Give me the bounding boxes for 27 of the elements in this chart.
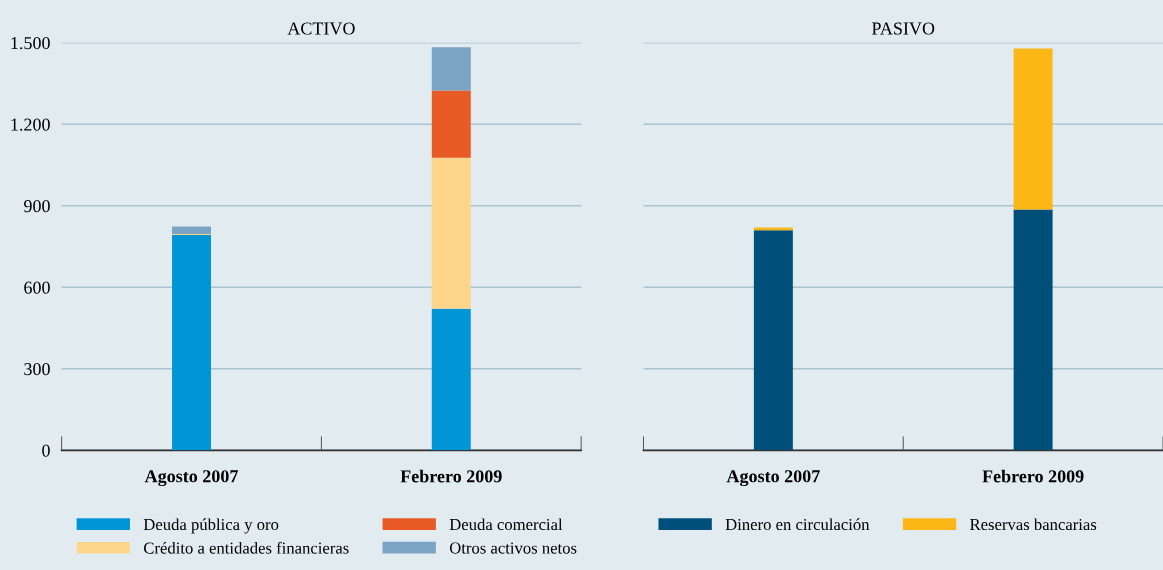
bar	[753, 230, 793, 451]
y-tick-label: 300	[24, 363, 50, 376]
legend-label: Deuda pública y oro	[143, 518, 279, 534]
bar	[431, 90, 471, 158]
bar	[431, 157, 471, 309]
bar	[172, 235, 211, 451]
legend-label: Deuda comercial	[449, 518, 563, 531]
y-tick-label: 0	[42, 444, 50, 457]
y-tick-label: 600	[24, 281, 50, 294]
bar	[1013, 48, 1053, 210]
chart-title: ACTIVO	[287, 22, 355, 35]
x-tick-label: Febrero 2009	[400, 469, 502, 483]
legend-label: Crédito a entidades financieras	[143, 541, 349, 554]
legend-label: Dinero en circulación	[725, 518, 870, 531]
chart-title: PASIVO	[871, 22, 935, 35]
bar	[1013, 209, 1053, 451]
y-tick-label: 900	[24, 200, 50, 213]
y-tick-label: 1.200	[11, 118, 50, 131]
legend-label: Otros activos netos	[449, 542, 577, 554]
x-tick-label: Agosto 2007	[144, 470, 238, 487]
x-tick-label: Agosto 2007	[726, 470, 820, 487]
bar	[431, 47, 471, 91]
bar	[431, 308, 471, 451]
x-tick-label: Febrero 2009	[982, 469, 1084, 483]
y-tick-label: 1.500	[11, 37, 50, 50]
legend-label: Reservas bancarias	[970, 518, 1097, 531]
bar	[172, 226, 211, 235]
